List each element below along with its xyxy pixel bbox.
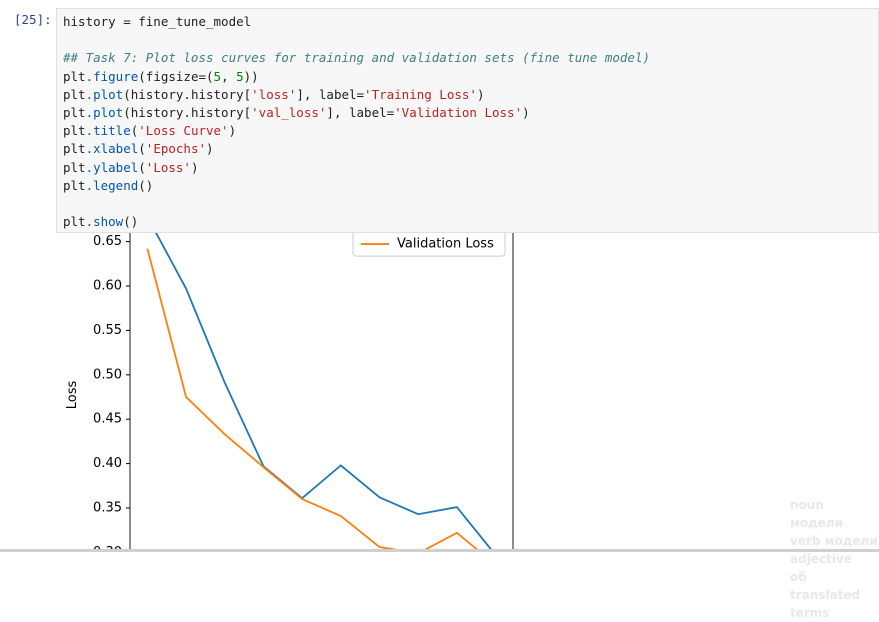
y-tick-label: 0.40 bbox=[93, 456, 122, 471]
y-axis-label: Loss bbox=[65, 381, 80, 410]
plot-area bbox=[129, 233, 514, 549]
y-tick-label: 0.65 bbox=[93, 234, 122, 249]
cell-prompt: [25]: bbox=[14, 12, 52, 27]
code-line: plt.show() bbox=[63, 214, 139, 230]
line-series bbox=[146, 248, 478, 549]
popup-text: translated terms bbox=[790, 588, 861, 620]
code-line: plt.plot(history.history['val_loss'], la… bbox=[63, 104, 530, 120]
y-tick-label: 0.30 bbox=[93, 545, 122, 560]
popup-text: об bbox=[790, 570, 807, 584]
translation-popup: noun модели verb модели adjective об tra… bbox=[790, 496, 879, 622]
legend-label: Validation Loss bbox=[397, 237, 494, 252]
popup-text: noun bbox=[790, 498, 824, 512]
notebook: [25]: history = fine_tune_model ## Task 7… bbox=[0, 8, 879, 620]
code-line: plt.xlabel('Epochs') bbox=[63, 141, 214, 157]
code-line: plt.title('Loss Curve') bbox=[63, 123, 237, 139]
code: history = fine_tune_model ## Task 7: Plot… bbox=[63, 13, 650, 231]
code-line: ## Task 7: Plot loss curves for training… bbox=[63, 50, 650, 66]
separator bbox=[0, 549, 879, 552]
popup-text: verb bbox=[790, 534, 821, 548]
line-series bbox=[155, 233, 492, 549]
y-tick-label: 0.55 bbox=[93, 323, 122, 338]
code-line: plt.legend() bbox=[63, 177, 154, 193]
popup-text: модели bbox=[824, 534, 878, 548]
code-line: history = fine_tune_model bbox=[63, 14, 252, 29]
popup-text: модели bbox=[790, 516, 844, 530]
code-line: plt.ylabel('Loss') bbox=[63, 159, 199, 175]
popup-text: adjective bbox=[790, 552, 852, 566]
code-cell[interactable]: history = fine_tune_model ## Task 7: Plot… bbox=[56, 8, 879, 233]
code-line bbox=[63, 31, 650, 49]
code-line: plt.figure(figsize=(5, 5)) bbox=[63, 68, 259, 84]
chart: 0.30 0.35 0.40 0.45 0.50 0.55 0.60 0.65 Loss Trai… bbox=[65, 233, 514, 560]
y-tick-label: 0.45 bbox=[93, 412, 122, 427]
y-tick-label: 0.50 bbox=[93, 367, 122, 382]
y-tick-label: 0.35 bbox=[93, 501, 122, 516]
code-line bbox=[63, 195, 650, 213]
legend-box bbox=[352, 233, 506, 257]
code-line: plt.plot(history.history['loss'], label=… bbox=[63, 86, 485, 102]
y-tick-label: 0.60 bbox=[93, 279, 122, 294]
